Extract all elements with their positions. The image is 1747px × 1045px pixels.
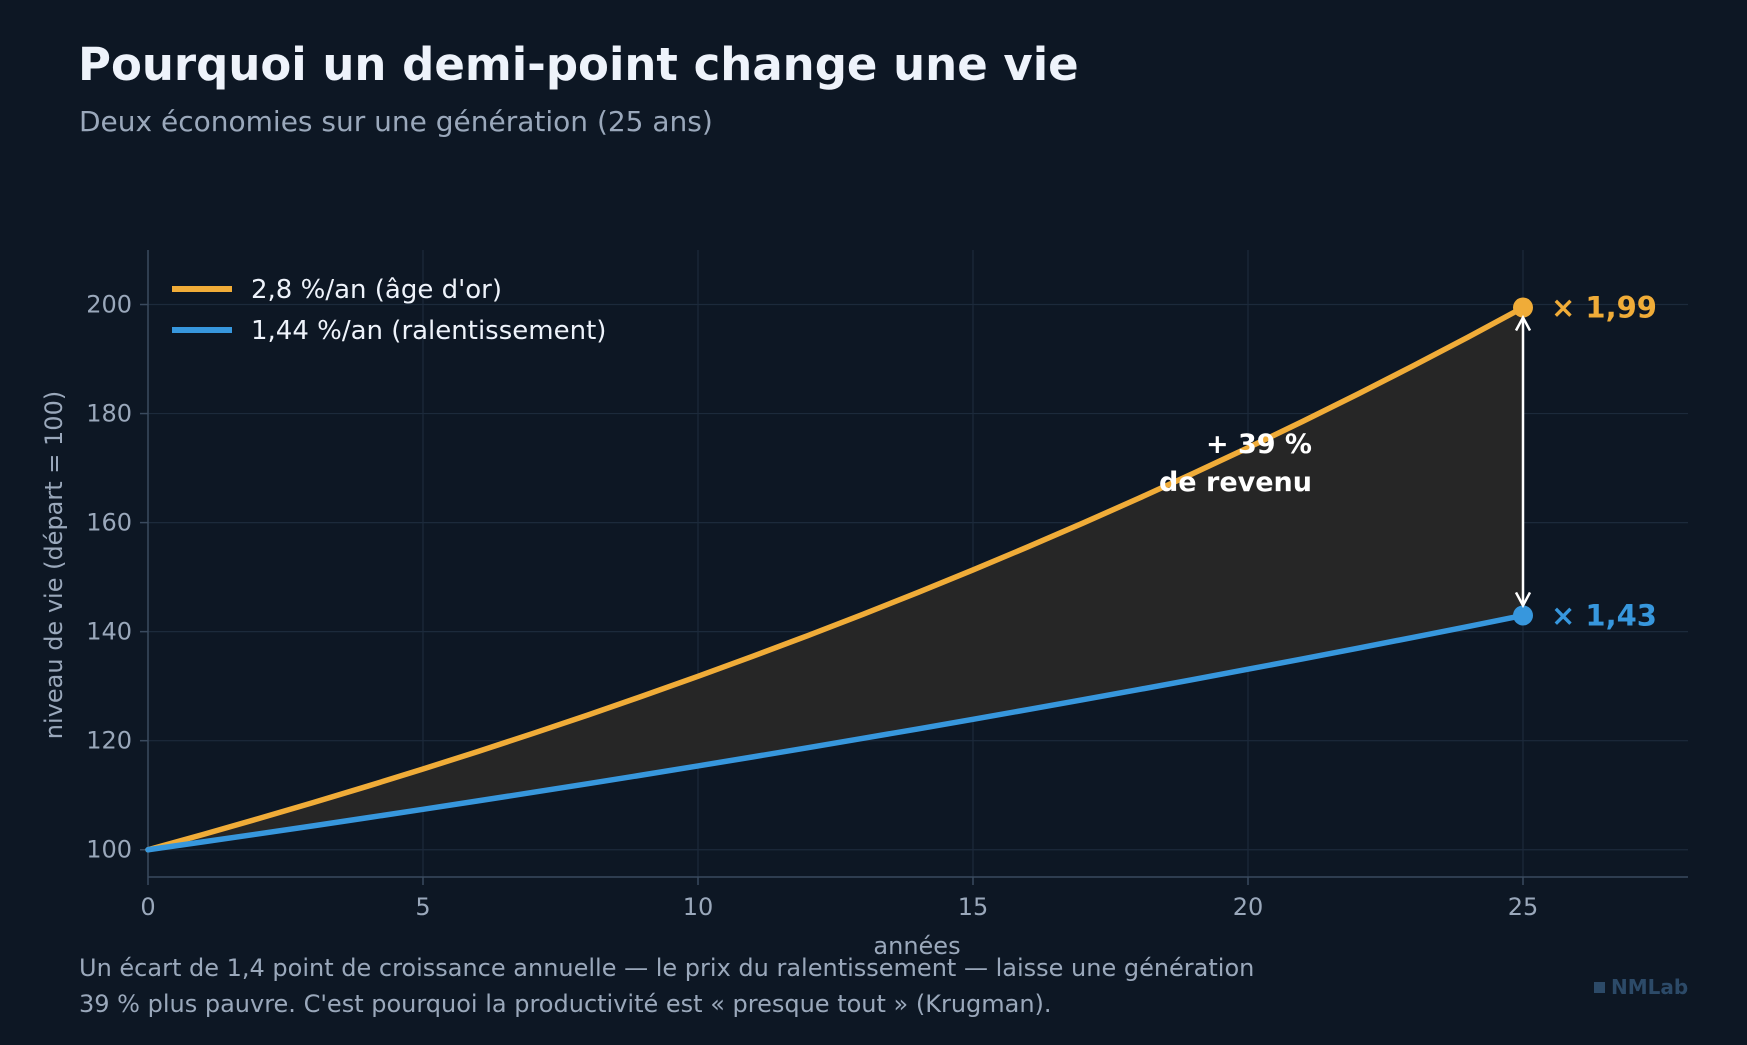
series-lines (145, 297, 1533, 853)
series-endpoint-1 (1513, 605, 1533, 626)
gap-arrow-head-bottom (1514, 591, 1532, 609)
x-tick-label: 15 (958, 893, 989, 921)
footnote-line-1: Un écart de 1,4 point de croissance annu… (79, 954, 1255, 982)
legend: 2,8 %/an (âge d'or) 1,44 %/an (ralentisse… (172, 275, 606, 346)
y-tick-label: 200 (86, 291, 132, 319)
x-axis-label: années (873, 932, 960, 960)
gap-annotation-line-2: de revenu (1159, 467, 1312, 498)
x-tick-label: 0 (140, 893, 155, 921)
y-tick-label: 100 (86, 836, 132, 864)
gap-fill (148, 307, 1523, 850)
chart-subtitle: Deux économies sur une génération (25 an… (79, 105, 713, 138)
axes (140, 250, 1688, 885)
series-end-label-1: × 1,43 (1551, 598, 1657, 632)
y-tick-label: 180 (86, 400, 132, 428)
series-end-label-0: × 1,99 (1551, 291, 1657, 325)
brand-logo: NMLab (1594, 975, 1688, 999)
y-tick-label: 120 (86, 727, 132, 755)
gap-area (148, 307, 1523, 850)
gap-annotation-line-1: + 39 % (1206, 429, 1312, 460)
y-tick-label: 160 (86, 509, 132, 537)
brand-square-icon (1594, 981, 1605, 993)
series-line-1 (145, 612, 1526, 853)
legend-label-1: 1,44 %/an (ralentissement) (251, 316, 606, 346)
legend-label-0: 2,8 %/an (âge d'or) (251, 275, 502, 305)
gap-arrow-head-top (1514, 314, 1532, 332)
chart-title: Pourquoi un demi-point change une vie (78, 38, 1079, 91)
x-tick-label: 10 (683, 893, 714, 921)
x-tick-label: 20 (1233, 893, 1264, 921)
y-axis-label: niveau de vie (départ = 100) (40, 391, 68, 739)
footnote-line-2: 39 % plus pauvre. C'est pourquoi la prod… (79, 990, 1052, 1018)
brand-label: NMLab (1611, 975, 1689, 999)
y-tick-label: 140 (86, 618, 132, 646)
x-tick-label: 25 (1508, 893, 1539, 921)
tick-labels: 0 5 10 15 20 25 100 120 140 160 180 200 (86, 291, 1538, 921)
x-tick-label: 5 (415, 893, 430, 921)
footnote: Un écart de 1,4 point de croissance annu… (79, 950, 1254, 1022)
series-line-0 (145, 304, 1526, 853)
annotations: × 1,99 × 1,43 + 39 % de revenu (1159, 291, 1657, 633)
series-endpoint-0 (1513, 297, 1533, 318)
